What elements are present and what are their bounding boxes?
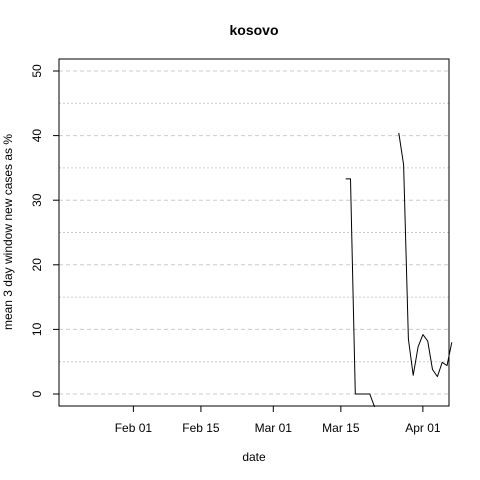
y-tick-label: 30	[30, 193, 44, 207]
series-line	[346, 179, 375, 407]
x-tick-label: Apr 01	[405, 421, 441, 435]
y-axis: 0 10 20 30 40 50	[30, 64, 59, 397]
grid-lines	[59, 71, 449, 394]
y-tick-label: 50	[30, 64, 44, 78]
x-axis-label: date	[242, 450, 266, 464]
y-tick-label: 20	[30, 258, 44, 272]
series-line	[399, 133, 452, 377]
x-tick-label: Feb 01	[115, 421, 153, 435]
x-tick-label: Mar 15	[322, 421, 360, 435]
chart-title: kosovo	[229, 22, 278, 38]
x-tick-label: Mar 01	[255, 421, 293, 435]
y-tick-label: 10	[30, 322, 44, 336]
y-tick-label: 40	[30, 129, 44, 143]
plot-series	[346, 133, 452, 407]
y-axis-label: mean 3 day window new cases as %	[1, 134, 15, 330]
x-axis: Feb 01 Feb 15 Mar 01 Mar 15 Apr 01	[115, 406, 441, 435]
x-tick-label: Feb 15	[182, 421, 220, 435]
plot-frame	[59, 59, 449, 406]
y-tick-label: 0	[30, 390, 44, 397]
